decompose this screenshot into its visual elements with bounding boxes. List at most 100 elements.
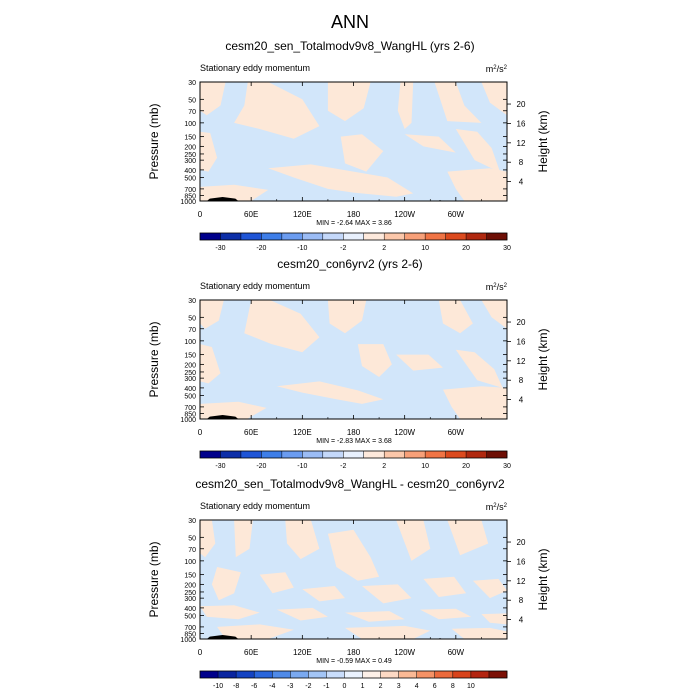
colorbar-cell (486, 233, 508, 240)
y-tick-label: 100 (184, 339, 196, 346)
units-text: /s (497, 502, 505, 512)
y-right-tick-label: 16 (517, 337, 526, 346)
colorbar-cell (254, 671, 273, 678)
y-right-tick-label: 8 (519, 596, 524, 605)
units-superscript: 2 (493, 503, 497, 509)
positive-region (404, 134, 456, 153)
x-tick-label: 120W (394, 428, 415, 437)
colorbar-label: 8 (451, 683, 455, 690)
colorbar: -30 -20 -10 -2 2 10 20 30 (199, 232, 511, 252)
y-axis-title: Pressure (mb) (147, 321, 161, 397)
y-right-tick-label: 12 (517, 139, 526, 148)
y-tick-label: 850 (184, 411, 196, 418)
colorbar-label: -10 (213, 683, 223, 690)
colorbar-label: -2 (340, 463, 346, 470)
colorbar-cell (470, 671, 490, 678)
x-tick-label: 0 (198, 428, 203, 437)
y-tick-label: 250 (184, 152, 196, 159)
figure-title: ANN (331, 12, 369, 32)
colorbar-label: -3 (287, 683, 293, 690)
colorbar-cell (486, 451, 508, 458)
y-tick-label: 100 (184, 559, 196, 566)
colorbar-cell (466, 233, 487, 240)
units-text: m (486, 64, 494, 74)
y-tick-label: 850 (184, 631, 196, 638)
positive-region (362, 584, 412, 604)
colorbar-label: 20 (462, 245, 470, 252)
colorbar-label: 10 (467, 683, 475, 690)
y-axis-title: Pressure (mb) (147, 541, 161, 617)
x-tick-label: 180 (347, 210, 361, 219)
colorbar-label: 2 (382, 463, 386, 470)
y-tick-label: 1000 (180, 637, 196, 644)
positive-region (259, 572, 294, 594)
colorbar-label: -10 (297, 245, 307, 252)
y-right-tick-label: 4 (519, 616, 524, 625)
units-superscript: 2 (493, 283, 497, 289)
colorbar-cell (326, 671, 345, 678)
positive-region (327, 300, 367, 334)
y-tick-label: 400 (184, 386, 196, 393)
colorbar-cell (240, 451, 262, 458)
colorbar-cell (200, 233, 221, 240)
colorbar-label: -30 (215, 245, 225, 252)
colorbar-label: 6 (433, 683, 437, 690)
positive-region (200, 344, 221, 384)
colorbar-cell (425, 451, 446, 458)
colorbar-frame (199, 450, 508, 459)
colorbar-cell (343, 233, 365, 240)
minmax-label: MIN = -2.83 MAX = 3.68 (316, 438, 392, 445)
colorbar-label: -6 (251, 683, 257, 690)
colorbar-cell (380, 671, 399, 678)
positive-region (200, 401, 267, 419)
y-tick-label: 30 (188, 80, 196, 87)
colorbar-label: -2 (305, 683, 311, 690)
chart-panel-2: cesm20_con6yrv2 (yrs 2-6) Stationary eddy… (147, 257, 550, 470)
positive-region (396, 520, 431, 561)
panel-subtitle: Stationary eddy momentum (200, 501, 310, 511)
minmax-label: MIN = -2.64 MAX = 3.86 (316, 220, 392, 227)
colorbar-cell (445, 233, 467, 240)
colorbar-cell (322, 451, 344, 458)
positive-region (200, 605, 260, 620)
colorbar-cell (445, 451, 467, 458)
positive-region (276, 607, 328, 621)
positive-region (234, 82, 320, 139)
y-tick-label: 200 (184, 144, 196, 151)
positive-region (423, 576, 467, 597)
y-right-tick-label: 16 (517, 557, 526, 566)
y-tick-label: 200 (184, 582, 196, 589)
colorbar-cell (308, 671, 327, 678)
x-tick-label: 0 (198, 648, 203, 657)
y-tick-label: 50 (188, 535, 196, 542)
units-label: m2/s2 (486, 502, 508, 512)
positive-region (200, 300, 224, 329)
panel-title: cesm20_con6yrv2 (yrs 2-6) (277, 257, 422, 271)
colorbar-cell (322, 233, 344, 240)
positive-region (420, 608, 472, 620)
positive-region (200, 131, 218, 172)
y-tick-label: 100 (184, 121, 196, 128)
y-tick-label: 500 (184, 175, 196, 182)
units-text: m (486, 502, 494, 512)
x-tick-label: 120W (394, 210, 415, 219)
x-tick-label: 60E (244, 648, 258, 657)
y-tick-label: 500 (184, 613, 196, 620)
colorbar-cell (281, 451, 303, 458)
colorbar-cell (343, 451, 365, 458)
y-tick-label: 300 (184, 596, 196, 603)
x-tick-label: 120W (394, 648, 415, 657)
topography (206, 415, 239, 419)
chart-panel-3: cesm20_sen_Totalmodv9v8_WangHL - cesm20_… (147, 477, 550, 690)
minmax-label: MIN = -0.59 MAX = 0.49 (316, 658, 392, 665)
y-tick-label: 250 (184, 590, 196, 597)
x-tick-label: 180 (347, 428, 361, 437)
positive-region (345, 611, 405, 622)
colorbar-label: 30 (503, 245, 511, 252)
positive-region (451, 627, 507, 639)
units-text: /s (497, 282, 505, 292)
positive-region (234, 520, 253, 558)
units-superscript: 2 (504, 65, 508, 71)
y-axis-title-right: Height (km) (536, 110, 550, 172)
x-tick-label: 120E (293, 648, 312, 657)
